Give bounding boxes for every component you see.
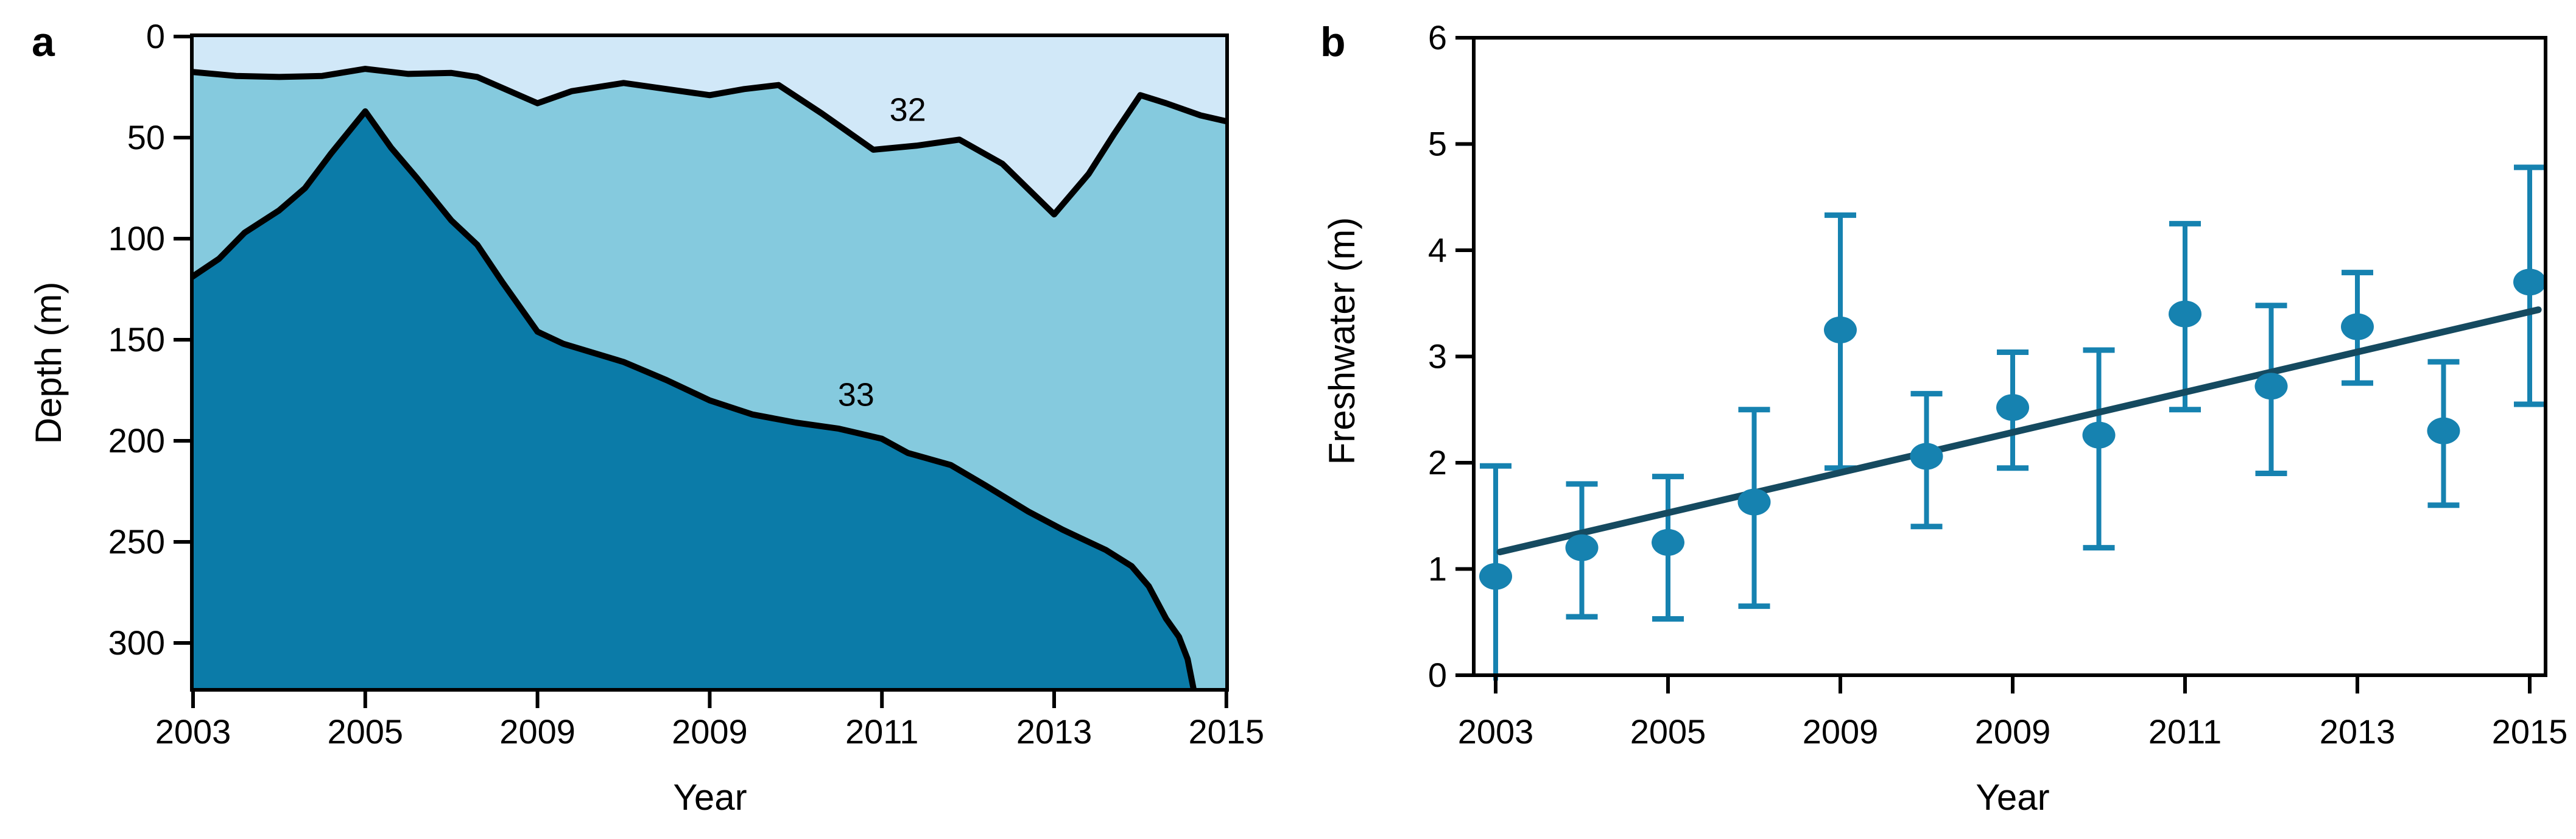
contour-label-32: 32: [890, 92, 926, 128]
panel-b-y-tick-label: 2: [1428, 443, 1447, 482]
panel-b-y-tick-label: 4: [1428, 231, 1447, 269]
panel-a-y-tick-label: 0: [146, 17, 165, 55]
panel-a-y-tick-label: 250: [108, 522, 165, 561]
panel-b-y-tick-label: 1: [1428, 550, 1447, 588]
deep-layer-area: [192, 111, 1194, 690]
data-point-2011: [2169, 300, 2201, 328]
panel-a-x-tick-label: 2011: [845, 712, 918, 751]
depth-axis-title: Depth (m): [28, 282, 69, 444]
panel-b-y-tick-label: 0: [1428, 656, 1447, 694]
contour-label-33: 33: [838, 377, 875, 413]
data-point-2006: [1737, 488, 1771, 516]
data-point-2008: [1910, 443, 1943, 470]
panel-a-y-tick-label: 200: [108, 421, 165, 460]
contour-32-line: [191, 66, 1228, 218]
panel-b-x-tick-label: 2011: [2148, 712, 2222, 751]
data-point-2010: [2082, 421, 2116, 449]
panel-a-y-tick-label: 100: [108, 219, 165, 258]
panel-b-freshwater-chart: 0 1 2 3 4 5 6 2003 2005 2009 2009 2011 2013 2015: [1428, 18, 2567, 751]
panel-b-y-tick-label: 6: [1428, 18, 1447, 57]
panel-a-y-tick-label: 50: [127, 118, 165, 156]
data-point-2004: [1565, 534, 1599, 561]
data-point-2005: [1652, 528, 1684, 556]
panel-b-y-tick-label: 3: [1428, 337, 1447, 376]
data-point-2003: [1479, 563, 1512, 590]
panel-b-y-tick-label: 5: [1428, 125, 1447, 163]
panel-a-y-tick-label: 300: [108, 623, 165, 662]
panel-a-x-axis-title: Year: [673, 777, 747, 818]
panel-b-x-tick-label: 2009: [1975, 712, 2051, 751]
data-point-2015: [2513, 269, 2546, 296]
panel-b-x-tick-label: 2005: [1630, 712, 1706, 751]
panel-a-x-tick-label: 2015: [1189, 712, 1265, 751]
panel-b-plot-border: [1472, 36, 2547, 677]
contour-33-line: [190, 108, 1197, 690]
data-point-2012: [2254, 373, 2288, 400]
panel-b-x-tick-label: 2003: [1458, 712, 1534, 751]
panel-a-depth-salinity-chart: 32 33 0 50 100 150 200 250 300 2003 2005 2009 2009 20…: [108, 17, 1265, 751]
panel-a-x-tick-label: 2009: [672, 712, 748, 751]
panel-a-x-tick-label: 2013: [1016, 712, 1093, 751]
data-point-2014: [2427, 417, 2460, 444]
freshwater-axis-title: Freshwater (m): [1321, 217, 1362, 465]
panel-b-x-tick-label: 2009: [1803, 712, 1879, 751]
panel-a-x-tick-label: 2009: [499, 712, 575, 751]
panel-a-y-tick-label: 150: [108, 320, 165, 359]
panel-b-x-tick-label: 2015: [2492, 712, 2568, 751]
panel-b-letter: b: [1320, 19, 1346, 65]
panel-a-letter: a: [32, 19, 55, 65]
data-point-2013: [2341, 313, 2374, 340]
data-point-2009: [1996, 394, 2029, 421]
panel-a-x-tick-label: 2003: [155, 712, 231, 751]
data-point-2007: [1824, 316, 1857, 343]
panel-b-x-axis-title: Year: [1976, 777, 2049, 818]
trend-line: [1496, 306, 2542, 556]
panel-a-x-tick-label: 2005: [328, 712, 404, 751]
panel-b-x-tick-label: 2013: [2320, 712, 2396, 751]
